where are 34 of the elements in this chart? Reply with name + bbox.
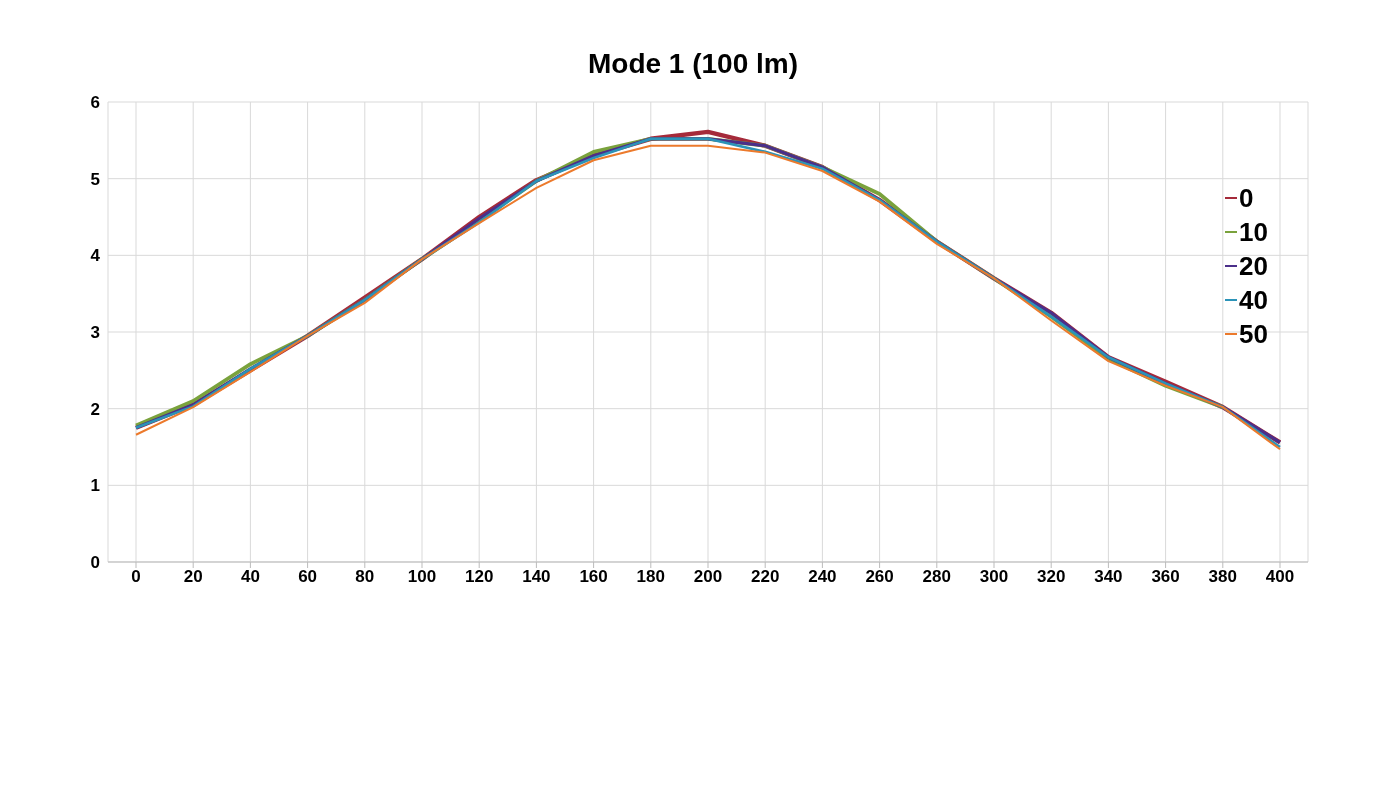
x-tick-label: 60 <box>298 567 318 587</box>
y-tick-label: 3 <box>90 323 100 343</box>
x-tick-label: 80 <box>355 567 375 587</box>
x-tick-label: 360 <box>1151 567 1180 587</box>
x-tick-label: 400 <box>1265 567 1295 587</box>
x-tick-label: 40 <box>240 567 260 587</box>
x-tick-label: 100 <box>407 567 437 587</box>
y-tick-label: 4 <box>90 246 101 266</box>
x-tick-label: 0 <box>131 567 141 587</box>
legend-label: 50 <box>1239 319 1268 349</box>
x-tick-label: 200 <box>693 567 723 587</box>
x-tick-label: 260 <box>865 567 894 587</box>
x-tick-label: 140 <box>522 567 551 587</box>
y-tick-label: 6 <box>90 93 100 113</box>
x-tick-label: 300 <box>979 567 1009 587</box>
y-tick-label: 2 <box>90 399 100 419</box>
x-tick-label: 340 <box>1094 567 1123 587</box>
x-tick-label: 320 <box>1037 567 1066 587</box>
x-tick-label: 160 <box>579 567 608 587</box>
x-tick-label: 280 <box>922 567 951 587</box>
legend-label: 10 <box>1239 217 1268 247</box>
x-tick-label: 180 <box>636 567 665 587</box>
y-tick-label: 1 <box>90 476 100 496</box>
y-tick-label: 5 <box>90 169 100 189</box>
x-tick-label: 220 <box>751 567 780 587</box>
legend-label: 20 <box>1239 251 1268 281</box>
x-tick-label: 20 <box>183 567 203 587</box>
legend-label: 40 <box>1239 285 1268 315</box>
x-tick-label: 120 <box>465 567 494 587</box>
chart-title: Mode 1 (100 lm) <box>586 47 800 81</box>
x-tick-label: 240 <box>808 567 837 587</box>
x-tick-label: 380 <box>1208 567 1237 587</box>
y-tick-label: 0 <box>90 553 100 573</box>
legend-label: 0 <box>1239 183 1254 213</box>
